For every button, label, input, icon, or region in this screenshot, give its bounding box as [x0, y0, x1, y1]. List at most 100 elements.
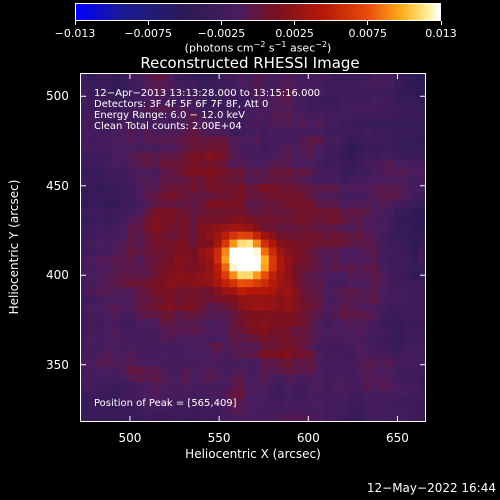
- heatmap-cell: [394, 255, 404, 264]
- heatmap-cell: [315, 342, 325, 352]
- heatmap-cell: [221, 191, 231, 201]
- heatmap-cell: [103, 207, 113, 217]
- heatmap-cell: [292, 73, 301, 82]
- heatmap-cell: [347, 287, 356, 296]
- heatmap-cell: [190, 128, 199, 138]
- heatmap-cell: [418, 96, 426, 106]
- heatmap-cell: [363, 88, 372, 98]
- heatmap-cell: [292, 80, 301, 90]
- heatmap-cell: [418, 112, 426, 122]
- heatmap-cell: [386, 136, 396, 145]
- heatmap-cell: [276, 310, 286, 320]
- heatmap-cell: [119, 231, 128, 241]
- heatmap-cell: [221, 390, 231, 399]
- heatmap-cell: [221, 128, 231, 138]
- heatmap-cell: [339, 184, 348, 193]
- heatmap-cell: [229, 406, 238, 415]
- heatmap-cell: [323, 318, 333, 328]
- heatmap-cell: [378, 334, 388, 344]
- heatmap-cell: [213, 279, 223, 288]
- heatmap-cell: [347, 350, 356, 360]
- heatmap-cell: [103, 88, 113, 98]
- heatmap-cell: [80, 342, 89, 352]
- heatmap-cell: [80, 303, 89, 312]
- heatmap-cell: [386, 144, 396, 153]
- heatmap-cell: [127, 168, 136, 177]
- heatmap-cell: [103, 350, 113, 360]
- heatmap-cell: [347, 168, 356, 177]
- heatmap-cell: [378, 406, 388, 415]
- heatmap-cell: [315, 152, 325, 161]
- heatmap-cell: [237, 199, 246, 209]
- heatmap-cell: [182, 271, 191, 280]
- heatmap-cell: [323, 152, 333, 161]
- heatmap-cell: [276, 374, 286, 383]
- heatmap-cell: [308, 80, 317, 90]
- heatmap-cell: [394, 112, 404, 122]
- heatmap-cell: [135, 318, 144, 328]
- heatmap-cell: [182, 342, 191, 352]
- heatmap-cell: [158, 104, 168, 114]
- heatmap-cell: [339, 414, 348, 422]
- heatmap-cell: [402, 128, 411, 138]
- heatmap-cell: [308, 144, 317, 153]
- heatmap-cell: [355, 247, 364, 257]
- heatmap-cell: [174, 96, 183, 106]
- heatmap-cell: [237, 184, 246, 193]
- heatmap-cell: [190, 73, 199, 82]
- heatmap-cell: [268, 406, 278, 415]
- heatmap-cell: [174, 382, 183, 391]
- heatmap-cell: [127, 271, 136, 280]
- heatmap-cell: [315, 366, 325, 376]
- heatmap-cell: [229, 160, 238, 169]
- heatmap-cell: [363, 326, 372, 336]
- heatmap-cell: [386, 279, 396, 288]
- heatmap-cell: [166, 223, 175, 233]
- heatmap-cell: [142, 279, 152, 288]
- heatmap-cell: [221, 247, 231, 257]
- heatmap-cell: [260, 215, 270, 225]
- heatmap-cell: [308, 342, 317, 352]
- heatmap-cell: [190, 374, 199, 383]
- heatmap-cell: [111, 255, 120, 264]
- heatmap-cell: [363, 207, 372, 217]
- heatmap-cell: [95, 247, 105, 257]
- heatmap-cell: [323, 215, 333, 225]
- heatmap-cell: [205, 271, 215, 280]
- heatmap-cell: [237, 80, 246, 90]
- heatmap-cell: [111, 96, 120, 106]
- heatmap-cell: [331, 176, 341, 185]
- heatmap-cell: [158, 350, 168, 360]
- heatmap-cell: [80, 382, 89, 391]
- heatmap-cell: [229, 303, 238, 312]
- heatmap-cell: [410, 239, 419, 249]
- heatmap-cell: [182, 287, 191, 296]
- heatmap-cell: [229, 184, 238, 193]
- heatmap-cell: [253, 88, 262, 98]
- heatmap-cell: [119, 326, 128, 336]
- heatmap-cell: [229, 358, 238, 368]
- heatmap-cell: [355, 191, 364, 201]
- heatmap-cell: [245, 334, 254, 344]
- heatmap-cell: [213, 80, 223, 90]
- heatmap-cell: [166, 207, 175, 217]
- heatmap-cell: [111, 406, 120, 415]
- heatmap-cell: [268, 390, 278, 399]
- heatmap-cell: [182, 255, 191, 264]
- heatmap-cell: [221, 255, 231, 264]
- heatmap-cell: [347, 231, 356, 241]
- heatmap-cell: [355, 104, 364, 114]
- heatmap-cell: [87, 231, 97, 241]
- heatmap-cell: [213, 382, 223, 391]
- heatmap-cell: [363, 382, 372, 391]
- heatmap-cell: [300, 223, 309, 233]
- heatmap-cell: [315, 263, 325, 272]
- heatmap-cell: [174, 271, 183, 280]
- heatmap-cell: [245, 191, 254, 201]
- heatmap-cell: [292, 136, 301, 145]
- heatmap-cell: [308, 398, 317, 407]
- heatmap-cell: [197, 398, 207, 407]
- heatmap-cell: [363, 223, 372, 233]
- heatmap-cell: [339, 104, 348, 114]
- heatmap-cell: [142, 247, 152, 257]
